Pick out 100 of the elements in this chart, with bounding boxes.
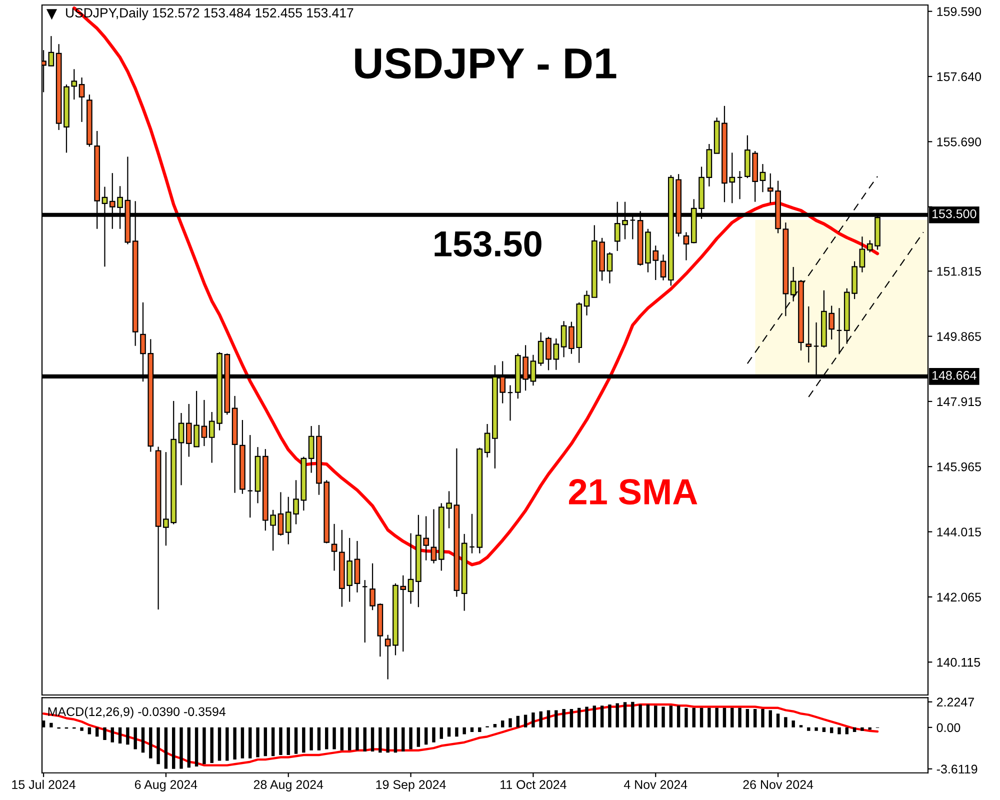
bar (210, 727, 214, 764)
bar (669, 706, 673, 728)
bar (860, 727, 864, 731)
bar (149, 727, 152, 758)
bar (386, 727, 390, 753)
x-tick-label: 15 Jul 2024 (12, 780, 76, 790)
bar (378, 727, 382, 753)
candlestick (584, 290, 590, 316)
bar (692, 708, 696, 728)
x-tick-label: 26 Nov 2024 (743, 780, 814, 790)
bar (546, 710, 550, 728)
annotation: 153.50 (434, 231, 542, 257)
bar (332, 727, 336, 750)
bar (608, 704, 612, 728)
bar (432, 727, 436, 742)
series-label: 21 SMA (568, 479, 698, 505)
bar (814, 727, 818, 731)
bar (310, 727, 313, 750)
bar (500, 720, 504, 728)
bar (807, 727, 810, 731)
bar (286, 727, 290, 755)
ref-line-label: 148.664 (932, 370, 976, 380)
candlestick (736, 170, 743, 200)
bar (852, 727, 856, 732)
candlestick (408, 532, 414, 604)
candlestick (308, 425, 314, 474)
candlestick (560, 320, 567, 358)
bar (202, 727, 206, 764)
bar (126, 727, 130, 745)
ref-line-label: 153.500 (932, 209, 976, 218)
bar (80, 727, 84, 731)
bar (654, 706, 658, 728)
bar (325, 727, 328, 750)
candlestick (370, 562, 376, 611)
y-tick-label: 145.965 (937, 462, 981, 472)
bar (516, 716, 520, 728)
bar (233, 727, 236, 760)
bar (340, 727, 344, 750)
bar (356, 727, 359, 750)
bar (738, 708, 742, 728)
bar (600, 706, 604, 728)
bar (302, 727, 306, 753)
bar (409, 727, 412, 750)
bar (768, 710, 772, 728)
bar (753, 709, 757, 728)
bar (88, 727, 92, 734)
bar (462, 727, 466, 734)
bar (570, 709, 574, 728)
bar (141, 727, 145, 753)
bar (822, 727, 826, 732)
bar (370, 727, 374, 752)
bar (708, 708, 711, 728)
bar (294, 727, 298, 754)
candlestick (331, 523, 338, 572)
y-tick-label: 0.00 (936, 723, 960, 732)
bar (623, 702, 627, 728)
bar (493, 724, 497, 728)
bar (134, 727, 137, 750)
bar (187, 727, 191, 768)
bar (394, 727, 398, 753)
candlestick (683, 232, 690, 261)
bar (700, 708, 704, 728)
y-tick-label: 157.640 (937, 72, 982, 82)
candlestick (247, 434, 254, 518)
bar (845, 727, 849, 734)
candlestick (362, 580, 368, 644)
y-tick-label: 151.815 (937, 266, 981, 276)
bar (776, 714, 780, 728)
bar (455, 727, 458, 737)
y-tick-label: -3.6119 (936, 764, 978, 774)
bar (554, 710, 558, 728)
y-tick-label: 140.115 (937, 658, 980, 667)
x-tick-label: 6 Aug 2024 (134, 780, 198, 792)
bar (722, 708, 726, 728)
candlestick (484, 423, 490, 458)
bar (746, 709, 750, 728)
bar (416, 727, 420, 747)
candlestick (48, 36, 54, 67)
bar (784, 717, 788, 728)
candlestick (469, 513, 475, 554)
bar (271, 727, 275, 756)
bar (676, 706, 680, 728)
x-tick-label: 28 Aug 2024 (254, 780, 324, 792)
bar (172, 727, 176, 769)
y-tick-label: 155.690 (937, 137, 982, 146)
bar (226, 727, 229, 761)
y-tick-label: 142.065 (937, 592, 981, 602)
bar (532, 712, 535, 728)
bar (317, 727, 321, 750)
bar (792, 720, 795, 728)
candlestick (660, 254, 666, 281)
bar (279, 727, 282, 755)
bar (662, 706, 665, 728)
bar (578, 708, 581, 728)
bar (646, 704, 650, 728)
text: USDJPY - D1 (355, 48, 616, 79)
line-series (42, 703, 879, 766)
bar (631, 702, 634, 728)
candlestick (859, 236, 866, 273)
bar (524, 714, 528, 728)
